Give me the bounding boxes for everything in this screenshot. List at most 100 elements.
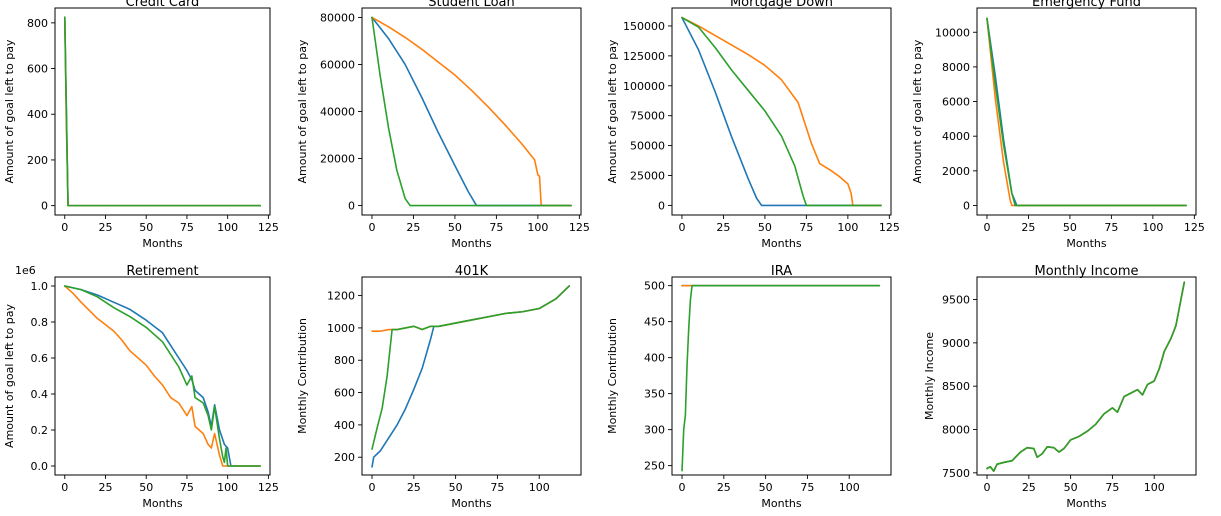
series-line <box>63 285 262 467</box>
y-tick-label: 250 <box>644 460 665 473</box>
x-tick-label: 25 <box>406 221 420 234</box>
series-line <box>681 16 882 207</box>
chart-panel: 0 25 50 75 100 125 0 25000 50000 75000 100000 12500… <box>606 0 900 250</box>
series-line <box>63 285 262 467</box>
x-tick-label: 0 <box>679 481 686 494</box>
chart-title: Emergency Fund <box>1032 0 1141 10</box>
y-tick-label: 200 <box>334 451 355 464</box>
x-tick-label: 75 <box>1105 481 1119 494</box>
x-tick-label: 50 <box>758 221 772 234</box>
x-tick-label: 0 <box>369 481 376 494</box>
x-tick-label: 100 <box>1142 221 1163 234</box>
y-tick-label: 600 <box>27 63 48 76</box>
series-line <box>681 16 882 207</box>
x-tick-label: 100 <box>837 221 858 234</box>
y-tick-label: 7500 <box>942 467 970 480</box>
y-tick-label: 300 <box>644 424 665 437</box>
series-line <box>63 16 262 207</box>
y-tick-label: 1.0 <box>31 280 49 293</box>
x-tick-label: 75 <box>800 481 814 494</box>
chart-panel: 0 25 50 75 100 7500 8000 8500 9000 9500 Monthly In… <box>923 264 1197 510</box>
y-axis-label: Amount of goal left to pay <box>606 39 619 183</box>
y-tick-label: 400 <box>27 108 48 121</box>
series-line <box>371 16 572 207</box>
series-line <box>63 285 262 467</box>
y-tick-label: 1000 <box>327 322 355 335</box>
series-line <box>986 17 1187 207</box>
x-tick-label: 125 <box>569 221 590 234</box>
y-tick-label: 0.0 <box>31 460 49 473</box>
x-tick-label: 0 <box>61 481 68 494</box>
x-tick-label: 125 <box>258 481 279 494</box>
x-tick-label: 125 <box>258 221 279 234</box>
x-tick-label: 25 <box>1021 221 1035 234</box>
series-line <box>63 16 262 207</box>
x-tick-label: 50 <box>449 481 463 494</box>
x-tick-label: 0 <box>678 221 685 234</box>
x-tick-label: 25 <box>407 481 421 494</box>
chart-title: Monthly Income <box>1034 264 1138 279</box>
x-tick-label: 100 <box>1144 481 1165 494</box>
y-tick-label: 75000 <box>630 110 665 123</box>
y-tick-label: 400 <box>334 419 355 432</box>
y-tick-label: 100000 <box>623 80 665 93</box>
y-tick-label: 60000 <box>320 58 355 71</box>
y-tick-label: 0 <box>41 200 48 213</box>
x-tick-label: 100 <box>529 481 550 494</box>
y-offset-label: 1e6 <box>15 264 36 277</box>
y-tick-label: 150000 <box>623 20 665 33</box>
y-tick-label: 450 <box>644 316 665 329</box>
x-tick-label: 25 <box>98 481 112 494</box>
y-tick-label: 8000 <box>942 61 970 74</box>
x-tick-label: 25 <box>717 481 731 494</box>
x-axis-label: Months <box>1066 237 1106 250</box>
x-tick-label: 75 <box>180 221 194 234</box>
series-line <box>986 281 1186 472</box>
y-tick-label: 0.6 <box>31 352 49 365</box>
y-axis-label: Amount of goal left to pay <box>3 304 16 448</box>
x-tick-label: 25 <box>716 221 730 234</box>
y-tick-label: 400 <box>644 352 665 365</box>
y-tick-label: 0 <box>963 199 970 212</box>
x-tick-label: 50 <box>448 221 462 234</box>
series-line <box>371 285 571 450</box>
axes-frame <box>671 276 892 476</box>
series-line <box>986 17 1187 207</box>
y-tick-label: 4000 <box>942 130 970 143</box>
series-line <box>681 16 882 207</box>
y-axis-label: Amount of goal left to pay <box>911 39 924 183</box>
series-line <box>986 17 1187 207</box>
x-axis-label: Months <box>761 497 801 510</box>
y-tick-label: 600 <box>334 387 355 400</box>
x-tick-label: 0 <box>984 481 991 494</box>
x-tick-label: 100 <box>217 481 238 494</box>
axes-frame <box>361 7 582 216</box>
x-tick-label: 50 <box>139 221 153 234</box>
x-tick-label: 100 <box>527 221 548 234</box>
x-tick-label: 50 <box>139 481 153 494</box>
x-tick-label: 75 <box>180 481 194 494</box>
series-line <box>681 284 881 472</box>
y-axis-label: Monthly Contribution <box>606 318 619 434</box>
x-tick-label: 75 <box>490 481 504 494</box>
chart-panel: 0 25 50 75 100 125 0 2000 4000 6000 8000 10000 Emerg… <box>911 0 1205 250</box>
series-line <box>371 285 571 468</box>
series-line <box>986 281 1186 472</box>
axes-frame <box>54 276 271 476</box>
x-axis-label: Months <box>142 497 182 510</box>
x-tick-label: 25 <box>1022 481 1036 494</box>
x-tick-label: 0 <box>61 221 68 234</box>
y-axis-label: Monthly Contribution <box>296 318 309 434</box>
chart-title: 401K <box>455 264 489 279</box>
x-tick-label: 75 <box>489 221 503 234</box>
y-tick-label: 800 <box>27 17 48 30</box>
chart-title: Mortgage Down <box>730 0 833 10</box>
chart-title: IRA <box>771 264 792 279</box>
y-tick-label: 0.2 <box>31 424 49 437</box>
chart-title: Student Loan <box>428 0 514 10</box>
axes-frame <box>976 276 1197 476</box>
y-tick-label: 8000 <box>942 424 970 437</box>
axes-frame <box>361 276 582 476</box>
y-tick-label: 800 <box>334 354 355 367</box>
y-axis-label: Amount of goal left to pay <box>3 39 16 183</box>
